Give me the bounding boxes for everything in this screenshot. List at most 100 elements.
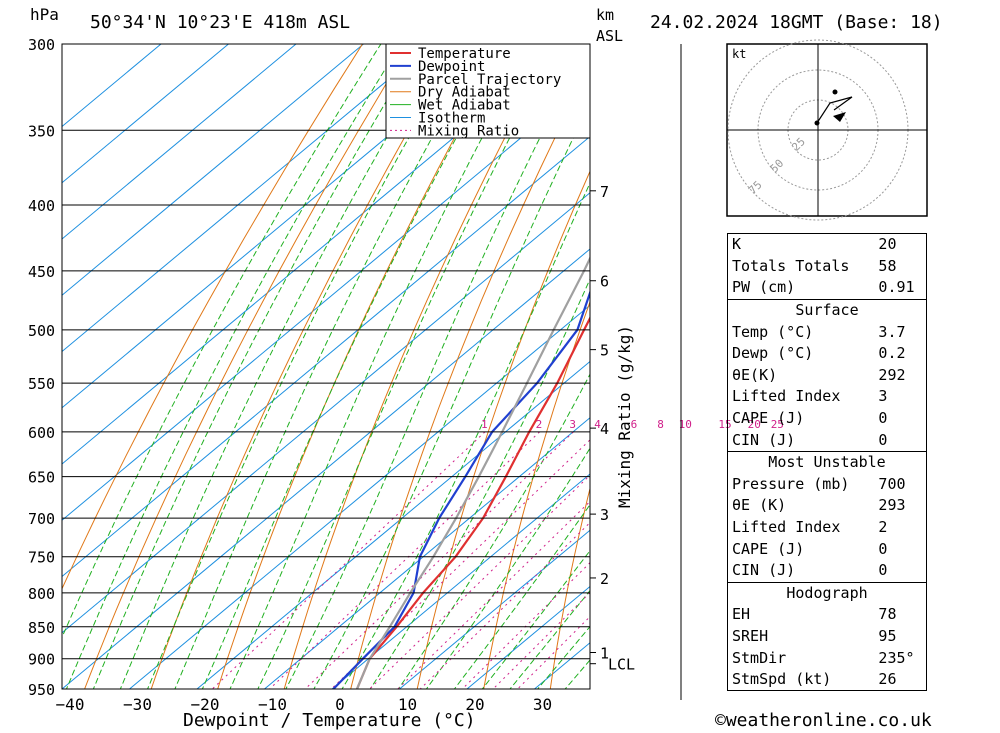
isotherm-line <box>196 360 590 689</box>
index-value: 0 <box>878 561 888 580</box>
dry-adiabat-line <box>84 44 411 689</box>
index-value: 293 <box>878 496 906 515</box>
legend-entry: Temperature <box>418 46 511 62</box>
wet-adiabat-line <box>425 447 590 689</box>
mixing-ratio-line <box>461 562 590 689</box>
wet-adiabat-line <box>481 549 590 689</box>
mixing-ratio-label: 1 <box>481 418 488 431</box>
km-tick-label: 3 <box>600 506 609 524</box>
index-row: CAPE (J) 0 <box>728 538 927 560</box>
index-value: 26 <box>878 670 897 689</box>
index-row: StmDir 235° <box>728 647 927 669</box>
mixing-ratio-label: 15 <box>718 418 731 431</box>
legend-entry: Isotherm <box>418 111 485 127</box>
wet-adiabat-line <box>62 44 382 639</box>
index-row: StmSpd (kt) 26 <box>728 669 927 691</box>
index-row: K 20 <box>728 234 927 256</box>
index-label: CAPE (J) <box>732 539 805 558</box>
wet-adiabat-line <box>92 44 422 689</box>
temperature-tick-label: −10 <box>258 695 287 714</box>
mixing-ratio-label: 2 <box>536 418 543 431</box>
isotherm-line <box>62 44 364 296</box>
wet-adiabat-line <box>229 44 534 689</box>
index-label: θE (K) <box>732 496 787 515</box>
km-tick-label: 6 <box>600 273 609 291</box>
pressure-tick-label: 350 <box>28 122 55 140</box>
series-temperature <box>355 315 590 689</box>
section-header: Surface <box>727 298 927 322</box>
index-row: CIN (J) 0 <box>728 429 927 451</box>
isotherm-line <box>62 44 297 240</box>
index-value: 700 <box>878 474 906 493</box>
index-row: Dewp (°C) 0.2 <box>728 343 927 365</box>
temperature-tick-label: −30 <box>123 695 152 714</box>
asl-unit-label: ASL <box>596 27 624 45</box>
isotherm-line <box>264 417 590 689</box>
index-row: PW (cm) 0.91 <box>728 277 927 299</box>
mixing-ratio-label: 3 <box>569 418 576 431</box>
index-label: K <box>732 235 742 254</box>
mixing-ratio-axis-label: Mixing Ratio (g/kg) <box>615 325 634 508</box>
wet-adiabat-line <box>341 181 590 689</box>
dry-adiabat-line <box>549 486 590 689</box>
pressure-tick-label: 900 <box>28 651 55 669</box>
index-value: 292 <box>878 365 906 384</box>
isotherm-line <box>62 79 590 521</box>
pressure-tick-label: 650 <box>28 469 55 487</box>
mixing-ratio-line <box>397 500 590 689</box>
mixing-ratio-line <box>331 439 590 689</box>
wet-adiabat-line <box>257 44 560 689</box>
index-value: 20 <box>878 235 897 254</box>
pressure-tick-label: 600 <box>28 424 55 442</box>
km-tick-label: 7 <box>600 183 609 201</box>
pressure-tick-label: 700 <box>28 510 55 528</box>
temperature-tick-label: 20 <box>465 695 484 714</box>
isotherm-line <box>62 44 162 128</box>
mixing-ratio-label: 6 <box>631 418 638 431</box>
dry-adiabat-line <box>416 170 590 689</box>
index-label: Temp (°C) <box>732 322 814 341</box>
plot-frame <box>61 43 591 690</box>
dry-adiabat-line <box>947 44 1000 689</box>
hodograph-trace <box>816 96 853 124</box>
index-label: Lifted Index <box>732 387 841 406</box>
section-title: Surface <box>727 298 927 322</box>
temperature-tick-label: 30 <box>533 695 552 714</box>
index-label: EH <box>732 605 751 624</box>
datetime-title: 24.02.2024 18GMT (Base: 18) <box>650 12 943 33</box>
hodograph-point <box>814 120 820 126</box>
isotherm-line <box>62 135 590 578</box>
index-row: Lifted Index 2 <box>728 517 927 539</box>
section-header: Hodograph <box>727 581 927 605</box>
index-row: EH 78 <box>728 604 927 626</box>
dry-adiabat-line <box>150 44 459 689</box>
isotherm-line <box>331 473 590 689</box>
km-unit-label: km <box>596 6 615 24</box>
section-title: Hodograph <box>727 581 927 605</box>
mixing-ratio-line <box>419 521 590 689</box>
isotherm-line <box>62 44 229 184</box>
index-label: SREH <box>732 626 769 645</box>
mixing-ratio-line <box>369 474 590 689</box>
index-row: θE (K) 293 <box>728 495 927 517</box>
index-label: StmSpd (kt) <box>732 670 832 689</box>
index-value: 0 <box>878 430 888 449</box>
isotherm-line <box>62 248 590 689</box>
wet-adiabat-line <box>201 44 509 689</box>
isotherm-line <box>399 529 590 689</box>
index-value: 3.7 <box>878 322 906 341</box>
km-tick-label: 1 <box>600 644 609 662</box>
index-value: 0.2 <box>878 344 906 363</box>
legend-entry: Wet Adiabat <box>418 98 511 114</box>
indices-table: K 20 Totals Totals 58 PW (cm) 0.91 Surface Temp… <box>727 233 927 692</box>
pressure-tick-label: 950 <box>28 681 55 699</box>
index-label: CAPE (J) <box>732 409 805 428</box>
mixing-ratio-line <box>211 431 486 689</box>
km-tick-label: 5 <box>600 342 609 360</box>
series-dewpoint <box>332 289 590 689</box>
mixing-ratio-label: 4 <box>594 418 601 431</box>
temperature-tick-label: 10 <box>398 695 417 714</box>
isotherm-line <box>62 44 499 409</box>
index-value: 2 <box>878 518 888 537</box>
